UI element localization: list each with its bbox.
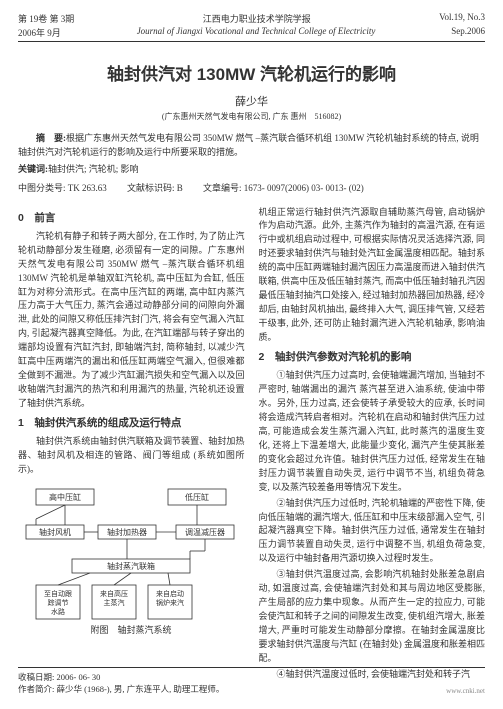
- two-column-body: 0 前言 汽轮机有静子和转子两大部分, 在工作时, 为了防止汽轮机动静部分发生碰…: [18, 206, 485, 684]
- sec-2-p1: ①轴封供汽压力过高时, 会使轴端漏汽增加, 当轴封不严密时, 轴端漏出的漏汽 蒸…: [259, 369, 486, 494]
- column-left: 0 前言 汽轮机有静子和转子两大部分, 在工作时, 为了防止汽轮机动静部分发生碰…: [18, 206, 245, 684]
- svg-text:踪调节: 踪调节: [48, 598, 69, 607]
- author-bio: 作者简介: 薛少华 (1968-), 男, 广东连平人, 助理工程师。: [18, 683, 485, 695]
- header-row-2: 2006年 9月 Journal of Jiangxi Vocational a…: [18, 26, 485, 42]
- svg-text:主蒸汽: 主蒸汽: [104, 598, 125, 607]
- sec-0-heading: 0 前言: [18, 210, 245, 226]
- sec-0-para: 汽轮机有静子和转子两大部分, 在工作时, 为了防止汽轮机动静部分发生碰磨, 必须…: [18, 230, 245, 411]
- hdr-center2: Journal of Jiangxi Vocational and Techni…: [61, 26, 451, 39]
- clc-b: 文献标识码: B: [127, 183, 183, 193]
- sec-1-para: 轴封供汽系统由轴封供汽联箱及调节装置、轴封加热器、轴封风机及相连的管路、阀门等组…: [18, 435, 245, 477]
- abstract: 摘 要:根据广东惠州天然气发电有限公司 350MW 燃气 –蒸汽联合循环机组 1…: [18, 132, 485, 159]
- keywords: 关键词:轴封供汽; 汽轮机; 影响: [18, 163, 485, 177]
- svg-text:调温减压器: 调温减压器: [185, 527, 225, 537]
- col2-top-para: 机组正常运行轴封供汽汽源取自辅助蒸汽母管, 启动锅炉作为启动汽源。此外, 主蒸汽…: [259, 206, 486, 345]
- svg-text:高中压缸: 高中压缸: [49, 492, 81, 502]
- keywords-text: 轴封供汽; 汽轮机; 影响: [48, 164, 139, 174]
- sec-1-heading: 1 轴封供汽系统的组成及运行特点: [18, 415, 245, 431]
- svg-text:低压缸: 低压缸: [185, 492, 209, 502]
- svg-text:来自启动: 来自启动: [156, 589, 184, 598]
- header-row-1: 第 19卷 第 3期 江西电力职业技术学院学报 Vol.19, No.3: [18, 12, 485, 25]
- svg-text:轴封蒸汽联箱: 轴封蒸汽联箱: [107, 561, 155, 571]
- svg-text:轴封加热器: 轴封加热器: [107, 527, 147, 537]
- svg-text:锅炉来汽: 锅炉来汽: [156, 598, 184, 607]
- hdr-center1: 江西电力职业技术学院学报: [74, 12, 439, 25]
- svg-text:附图 轴封蒸汽系统: 附图 轴封蒸汽系统: [90, 624, 171, 635]
- sec-2-heading: 2 轴封供汽参数对汽轮机的影响: [259, 349, 486, 365]
- hdr-left2: 2006年 9月: [18, 26, 61, 39]
- classification-row: 中图分类号: TK 263.63 文献标识码: B 文章编号: 1673- 00…: [18, 181, 485, 194]
- svg-text:水路: 水路: [51, 607, 65, 616]
- svg-text:轴封风机: 轴封风机: [39, 527, 71, 537]
- recv-date: 收稿日期: 2006- 06- 30: [18, 671, 485, 683]
- abstract-text: 根据广东惠州天然气发电有限公司 350MW 燃气 –蒸汽联合循环机组 130MW…: [18, 133, 479, 157]
- affiliation: (广东惠州天然气发电有限公司, 广东 惠州 516082): [18, 111, 485, 122]
- svg-text:至自动跟: 至自动跟: [44, 589, 72, 598]
- hdr-left1: 第 19卷 第 3期: [18, 12, 74, 25]
- cnki-watermark: www.cnki.net: [446, 687, 485, 695]
- sec-2-p3: ③轴封供汽温度过高, 会影响汽机轴封处胀差急剧启动, 如温度过高, 会使轴端汽封…: [259, 568, 486, 666]
- svg-text:来自高压: 来自高压: [100, 589, 128, 598]
- page-title: 轴封供汽对 130MW 汽轮机运行的影响: [18, 60, 485, 85]
- clc-a: 中图分类号: TK 263.63: [18, 183, 107, 193]
- sec-2-p2: ②轴封供汽压力过低时, 汽轮机轴端的严密性下降, 使向低压轴端的漏汽增大, 低压…: [259, 497, 486, 567]
- author: 薛少华: [18, 93, 485, 109]
- clc-c: 文章编号: 1673- 0097(2006) 03- 0013- (02): [203, 183, 364, 193]
- column-right: 机组正常运行轴封供汽汽源取自辅助蒸汽母管, 启动锅炉作为启动汽源。此外, 主蒸汽…: [259, 206, 486, 684]
- hdr-right1: Vol.19, No.3: [439, 12, 485, 25]
- abstract-label: 摘 要:: [36, 133, 66, 143]
- footer: 收稿日期: 2006- 06- 30 作者简介: 薛少华 (1968-), 男,…: [18, 667, 485, 695]
- system-diagram: 高中压缸 低压缸 轴封风机 轴封加热器 调温减压器 轴封蒸汽联箱 至自动跟踪调节…: [18, 483, 245, 638]
- hdr-right2: Sep.2006: [451, 26, 485, 39]
- keywords-label: 关键词:: [18, 164, 48, 174]
